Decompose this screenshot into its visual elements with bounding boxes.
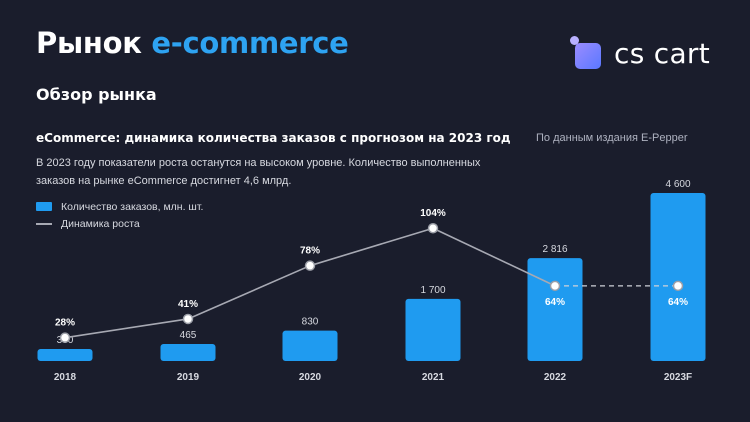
growth-label-2022: 64% <box>545 297 565 308</box>
growth-label-2020: 78% <box>300 246 320 257</box>
bar-2019 <box>160 344 216 361</box>
legend-line-swatch-icon <box>36 222 52 225</box>
legend-bar-swatch-icon <box>36 202 52 211</box>
chart-source: По данным издания E-Pepper <box>536 132 688 144</box>
legend-label-growth: Динамика роста <box>61 217 140 230</box>
x-tick-label-2023F: 2023F <box>664 372 692 383</box>
bar-2022 <box>527 258 583 361</box>
growth-label-2021: 104% <box>420 208 446 219</box>
growth-label-2019: 41% <box>178 299 198 310</box>
x-tick-label-2021: 2021 <box>422 372 445 383</box>
x-tick-label-2022: 2022 <box>544 372 567 383</box>
section-subtitle: Обзор рынка <box>36 85 157 104</box>
growth-label-2023F: 64% <box>668 297 688 308</box>
chart-legend: Количество заказов, млн. шт. Динамика ро… <box>36 198 203 232</box>
chart-description: В 2023 году показатели роста останутся н… <box>36 157 481 187</box>
growth-label-2018: 28% <box>55 318 75 329</box>
title-accent-text: e-commerce <box>151 26 349 60</box>
bar-2021 <box>405 298 461 361</box>
growth-point-2023F <box>672 280 684 292</box>
growth-point-2020 <box>304 260 316 271</box>
bar-value-label-2022: 2 816 <box>542 244 567 255</box>
legend-item-growth: Динамика роста <box>36 215 203 232</box>
growth-line-segment-0 <box>64 318 189 339</box>
bar-value-label-2021: 1 700 <box>420 285 445 296</box>
bar-2018 <box>37 348 93 361</box>
growth-line-segment-1 <box>187 264 311 320</box>
growth-point-2019 <box>182 313 194 325</box>
growth-point-2022 <box>549 280 561 292</box>
logo-mark-icon <box>570 36 606 70</box>
bar-value-label-2023F: 4 600 <box>665 179 690 190</box>
bar-value-label-2019: 465 <box>180 330 197 341</box>
bar-value-label-2020: 830 <box>302 317 319 328</box>
cs-cart-logo: cs cart <box>570 36 710 70</box>
growth-point-2021 <box>427 222 439 234</box>
bar-2020 <box>282 330 338 361</box>
growth-line-segment-2 <box>309 227 434 267</box>
x-tick-label-2020: 2020 <box>299 372 322 383</box>
x-tick-label-2018: 2018 <box>54 372 77 383</box>
legend-label-orders: Количество заказов, млн. шт. <box>61 200 204 213</box>
x-tick-label-2019: 2019 <box>177 372 200 383</box>
page-title: Рынок e-commerce <box>36 26 349 60</box>
growth-line-segment-3 <box>432 227 556 287</box>
logo-text: cs cart <box>614 36 711 70</box>
bar-2023F <box>650 193 706 361</box>
chart-title: eCommerce: динамика количества заказов с… <box>36 131 511 145</box>
legend-item-orders: Количество заказов, млн. шт. <box>36 198 203 215</box>
growth-point-2018 <box>59 332 71 343</box>
title-main-text: Рынок <box>36 26 152 60</box>
